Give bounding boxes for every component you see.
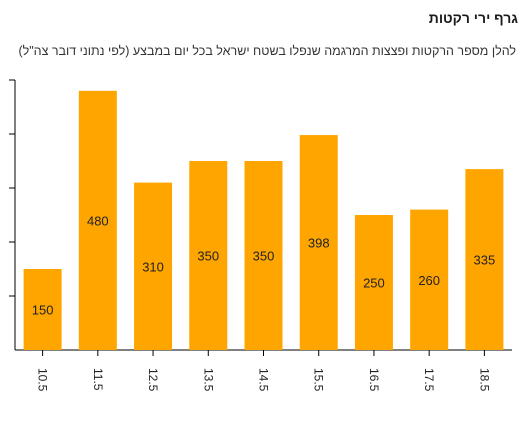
bar-12.5 (134, 182, 173, 350)
x-tick-label: 16.5 (367, 368, 381, 392)
bar-18.5 (465, 169, 504, 350)
bar-value-label: 398 (308, 236, 330, 251)
bar-value-label: 350 (253, 249, 275, 264)
bar-16.5 (354, 215, 393, 350)
bar-value-label: 350 (197, 249, 219, 264)
bar-value-label: 260 (418, 273, 440, 288)
bar-value-label: 335 (474, 253, 496, 268)
bar-value-label: 310 (142, 259, 164, 274)
bar-15.5 (299, 135, 338, 350)
x-tick-label: 18.5 (477, 368, 491, 392)
bar-10.5 (23, 269, 62, 350)
bar-value-label: 150 (32, 303, 54, 318)
bar-17.5 (410, 209, 449, 350)
bar-14.5 (244, 161, 283, 350)
chart-subtitle: להלן מספר הרקטות ופצצות המרגמה שנפלו בשט… (18, 44, 516, 58)
x-tick-label: 13.5 (201, 368, 215, 392)
bar-value-label: 480 (87, 213, 109, 228)
x-tick-label: 14.5 (257, 368, 271, 392)
x-tick-label: 10.5 (36, 368, 50, 392)
chart-title: גרף ירי רקטות (428, 10, 518, 26)
x-tick-label: 12.5 (146, 368, 160, 392)
bar-value-label: 250 (363, 276, 385, 291)
x-tick-label: 15.5 (312, 368, 326, 392)
x-tick-label: 17.5 (422, 368, 436, 392)
bar-13.5 (189, 161, 228, 350)
x-tick-label: 11.5 (91, 368, 105, 391)
bar-11.5 (78, 90, 117, 351)
